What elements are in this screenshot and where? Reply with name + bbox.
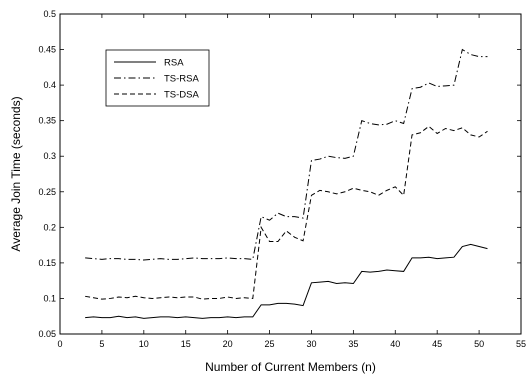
x-tick-label: 25 <box>265 339 275 349</box>
x-tick-label: 10 <box>139 339 149 349</box>
y-tick-label: 0.05 <box>38 329 56 339</box>
legend-label: TS-DSA <box>164 90 200 101</box>
x-tick-label: 45 <box>432 339 442 349</box>
plot-area <box>59 13 522 335</box>
legend-label: TS-RSA <box>164 74 200 85</box>
x-tick-label: 20 <box>223 339 233 349</box>
series-line-rsa <box>85 243 488 319</box>
x-tick-label: 30 <box>306 339 316 349</box>
y-tick-label: 0.35 <box>38 116 56 126</box>
x-tick-label: 55 <box>516 339 526 349</box>
y-tick-label: 0.15 <box>38 258 56 268</box>
x-tick-label: 35 <box>348 339 358 349</box>
y-tick-label: 0.4 <box>43 80 56 90</box>
x-axis-label: Number of Current Members (n) <box>205 360 376 374</box>
x-tick-label: 0 <box>57 339 62 349</box>
legend: RSA TS-RSA TS-DSA <box>105 49 210 107</box>
y-tick-label: 0.3 <box>43 151 56 161</box>
legend-label: RSA <box>164 58 184 69</box>
y-axis-ticks: 0.05 0.1 0.15 0.2 0.25 0.3 0.35 0.4 0.45 0.5 <box>38 9 521 339</box>
y-tick-label: 0.25 <box>38 187 56 197</box>
plot-frame <box>59 13 522 335</box>
y-tick-label: 0.5 <box>43 9 56 19</box>
y-tick-label: 0.2 <box>43 222 56 232</box>
series-lines <box>85 48 488 319</box>
series-line-ts-dsa <box>85 125 488 300</box>
y-tick-label: 0.1 <box>43 293 56 303</box>
y-tick-label: 0.45 <box>38 45 56 55</box>
x-tick-label: 40 <box>390 339 400 349</box>
x-tick-label: 5 <box>99 339 104 349</box>
x-tick-label: 15 <box>181 339 191 349</box>
x-axis-ticks: 0 5 10 15 20 25 30 35 40 45 50 55 <box>57 14 526 349</box>
y-axis-label: Average Join Time (seconds) <box>9 96 23 251</box>
legend-box <box>105 49 210 107</box>
x-tick-label: 50 <box>474 339 484 349</box>
series-line-ts-rsa <box>85 48 488 261</box>
